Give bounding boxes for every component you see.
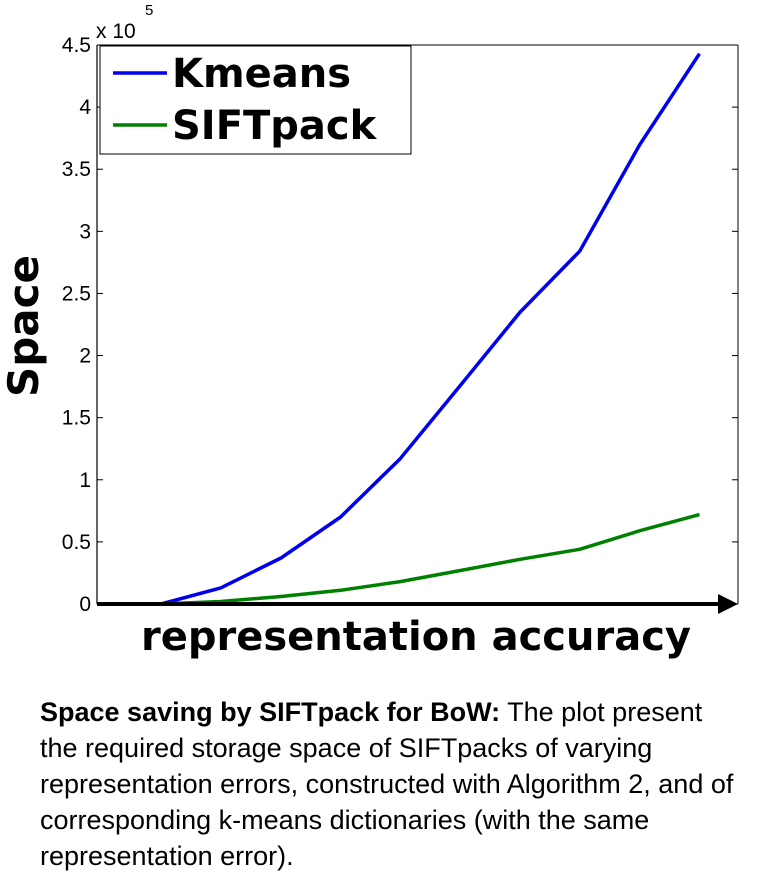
x-axis-label: representation accuracy — [141, 614, 691, 660]
legend-box — [99, 45, 412, 155]
y-axis-label: Space — [0, 255, 48, 397]
y-axis-ticks: 0 0.5 1 1.5 2 2.5 3 3.5 4 4.5 — [62, 34, 738, 616]
kmeans-series-line — [160, 52, 701, 606]
y-exponent-label: 5 — [145, 2, 153, 19]
y-tick-label: 3 — [79, 220, 91, 243]
line-chart: 0 0.5 1 1.5 2 2.5 3 3.5 4 4.5 Kmeans SIFTpack x 10… — [0, 2, 739, 660]
siftpack-legend-label: SIFTpack — [172, 103, 378, 149]
y-tick-label: 4 — [79, 96, 91, 119]
y-multiplier-label: x 10 — [96, 20, 136, 43]
y-tick-label: 1 — [79, 469, 91, 492]
y-tick-label: 0 — [79, 593, 91, 616]
caption-title: Space saving by SIFTpack for BoW: — [40, 697, 501, 727]
series-lines — [160, 52, 701, 606]
y-tick-label: 2 — [79, 345, 91, 368]
x-axis-arrowhead — [718, 594, 738, 614]
y-tick-label: 3.5 — [62, 158, 91, 181]
y-tick-label: 0.5 — [62, 531, 91, 554]
kmeans-legend-label: Kmeans — [172, 51, 351, 97]
siftpack-series-line — [161, 512, 700, 606]
caption-body: The plot present the required storage sp… — [40, 697, 734, 871]
y-tick-label: 4.5 — [62, 34, 91, 57]
figure-caption: Space saving by SIFTpack for BoW: The pl… — [40, 694, 740, 874]
y-tick-label: 2.5 — [62, 282, 91, 305]
y-tick-label: 1.5 — [62, 407, 91, 430]
legend: Kmeans SIFTpack — [99, 45, 412, 155]
